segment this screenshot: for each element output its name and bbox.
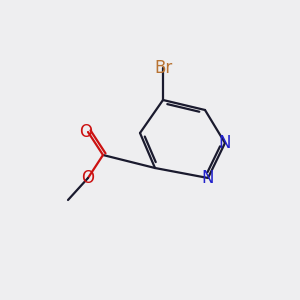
Text: Br: Br <box>154 59 172 77</box>
Text: N: N <box>202 169 214 187</box>
Text: N: N <box>219 134 231 152</box>
Text: O: O <box>80 123 92 141</box>
Text: O: O <box>82 169 94 187</box>
